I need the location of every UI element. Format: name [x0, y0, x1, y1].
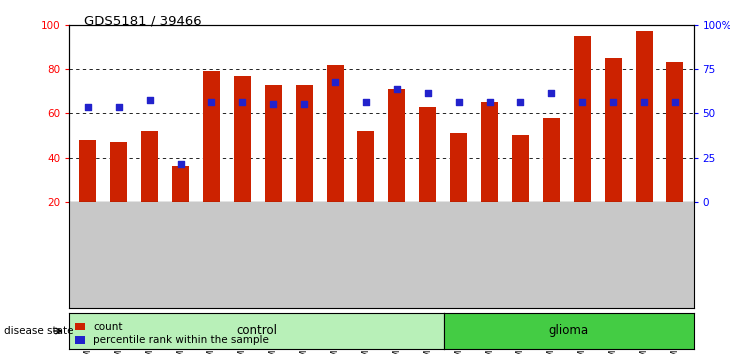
Point — [144, 97, 155, 103]
Point — [515, 99, 526, 105]
Point — [484, 99, 496, 105]
Bar — [296, 85, 312, 246]
Bar — [203, 71, 220, 246]
Point — [237, 99, 248, 105]
Point — [299, 102, 310, 107]
Point — [113, 104, 125, 109]
Bar — [234, 76, 251, 246]
Point — [206, 99, 218, 105]
Point — [577, 99, 588, 105]
Point — [360, 99, 372, 105]
Bar — [265, 85, 282, 246]
Bar — [543, 118, 560, 246]
Point — [422, 91, 434, 96]
Bar — [512, 135, 529, 246]
Bar — [326, 65, 344, 246]
Point — [329, 80, 341, 85]
Bar — [110, 142, 127, 246]
Point — [267, 102, 279, 107]
Legend: count, percentile rank within the sample: count, percentile rank within the sample — [74, 322, 269, 345]
Text: disease state: disease state — [4, 326, 73, 336]
Bar — [172, 166, 189, 246]
Text: GDS5181 / 39466: GDS5181 / 39466 — [84, 14, 201, 27]
Point — [453, 99, 464, 105]
Bar — [80, 140, 96, 246]
Bar — [666, 62, 683, 246]
Bar — [358, 131, 374, 246]
Text: control: control — [236, 325, 277, 337]
Point — [545, 91, 557, 96]
Bar — [419, 107, 437, 246]
Point — [82, 104, 93, 109]
Point — [638, 99, 650, 105]
Bar — [450, 133, 467, 246]
Point — [174, 161, 186, 167]
Text: glioma: glioma — [549, 325, 588, 337]
Point — [669, 99, 681, 105]
Bar — [636, 32, 653, 246]
Bar — [141, 131, 158, 246]
Point — [391, 86, 403, 92]
Bar — [574, 36, 591, 246]
Bar — [604, 58, 622, 246]
Point — [607, 99, 619, 105]
Bar — [388, 89, 405, 246]
Bar — [481, 102, 498, 246]
